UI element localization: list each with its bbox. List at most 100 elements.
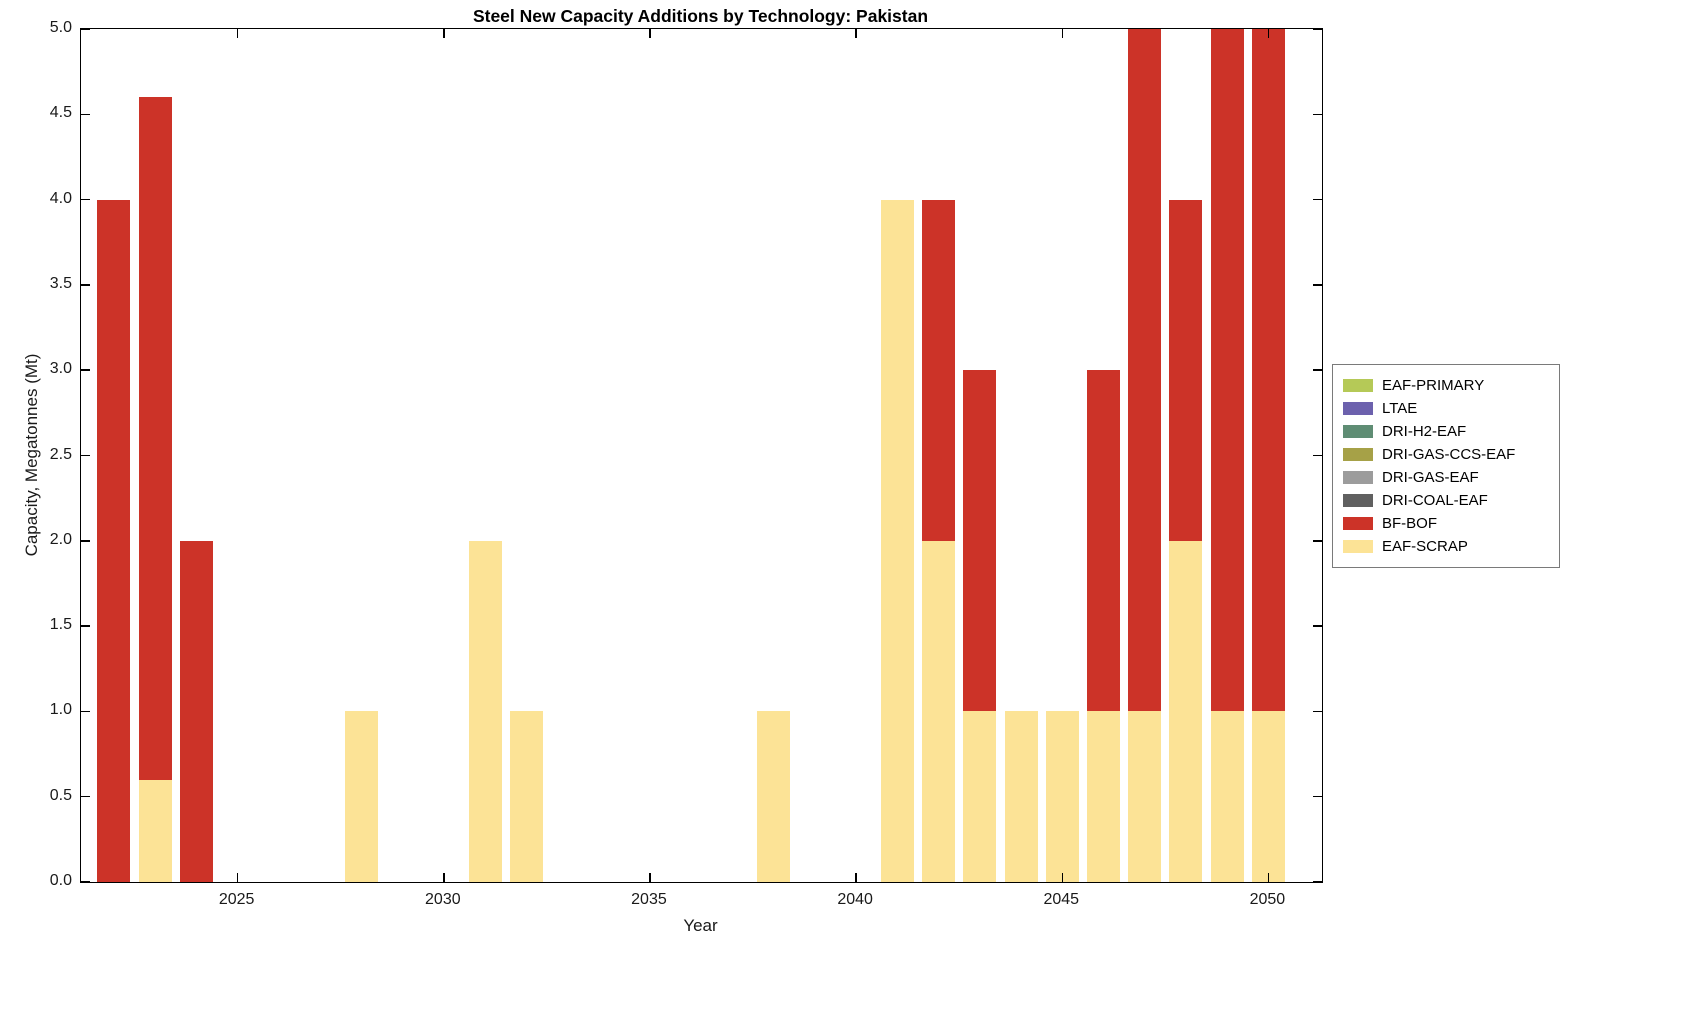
- y-tick-label: 3.0: [49, 360, 72, 378]
- tick-mark: [81, 540, 90, 542]
- legend-item: DRI-GAS-EAF: [1343, 466, 1549, 489]
- tick-mark: [81, 454, 90, 457]
- legend-item: DRI-GAS-CCS-EAF: [1343, 443, 1549, 466]
- legend-label: LTAE: [1382, 400, 1418, 417]
- tick-mark: [1313, 710, 1322, 713]
- legend-label: BF-BOF: [1382, 515, 1437, 532]
- tick-mark: [855, 29, 857, 38]
- legend-swatch: [1343, 402, 1373, 415]
- bar-segment: [179, 540, 213, 882]
- legend-swatch: [1343, 379, 1373, 392]
- legend-swatch: [1343, 494, 1373, 507]
- legend-label: DRI-GAS-CCS-EAF: [1382, 446, 1516, 463]
- plot-area: [80, 28, 1323, 883]
- y-tick-label: 4.5: [49, 104, 72, 122]
- bar-segment: [757, 711, 791, 882]
- y-tick-label: 3.5: [49, 274, 72, 292]
- x-tick-label: 2045: [1043, 891, 1080, 908]
- tick-mark: [1061, 873, 1063, 882]
- bar-segment: [1210, 29, 1244, 712]
- legend-label: EAF-SCRAP: [1382, 538, 1468, 555]
- bar-segment: [97, 199, 131, 882]
- x-tick-label: 2035: [631, 891, 667, 908]
- tick-mark: [1313, 284, 1322, 286]
- tick-mark: [1313, 540, 1322, 542]
- legend-item: EAF-PRIMARY: [1343, 374, 1549, 397]
- legend-swatch: [1343, 517, 1373, 530]
- legend-item: DRI-H2-EAF: [1343, 420, 1549, 443]
- tick-mark: [81, 369, 90, 371]
- bar-segment: [1086, 711, 1120, 882]
- tick-mark: [81, 284, 90, 286]
- legend-swatch: [1343, 471, 1373, 484]
- legend-item: BF-BOF: [1343, 512, 1549, 535]
- x-tick-label: 2040: [837, 891, 873, 908]
- chart-title: Steel New Capacity Additions by Technolo…: [472, 6, 929, 26]
- tick-mark: [81, 710, 90, 713]
- bar-segment: [1128, 29, 1162, 712]
- tick-mark: [649, 29, 651, 38]
- x-tick-label: 2030: [425, 891, 461, 908]
- legend-swatch: [1343, 448, 1373, 461]
- tick-mark: [1313, 369, 1322, 371]
- tick-mark: [236, 29, 239, 38]
- legend-item: LTAE: [1343, 397, 1549, 420]
- tick-mark: [443, 873, 445, 882]
- bar-segment: [1169, 199, 1203, 541]
- bar-segment: [1045, 711, 1079, 882]
- bar-segment: [138, 97, 172, 780]
- legend-label: DRI-GAS-EAF: [1382, 469, 1479, 486]
- bar-segment: [963, 370, 997, 712]
- x-tick-label: 2025: [218, 891, 255, 908]
- y-tick-label: 0.0: [49, 872, 72, 889]
- bar-segment: [1128, 711, 1162, 882]
- bar-segment: [922, 540, 956, 882]
- legend-item: DRI-COAL-EAF: [1343, 489, 1549, 512]
- bar-segment: [1251, 29, 1285, 712]
- tick-mark: [1313, 28, 1322, 30]
- legend-item: EAF-SCRAP: [1343, 535, 1549, 558]
- tick-mark: [81, 795, 90, 798]
- y-axis-label: Capacity, Megatonnes (Mt): [22, 353, 41, 557]
- tick-mark: [443, 29, 445, 38]
- bar-segment: [509, 711, 543, 882]
- bar-segment: [1004, 711, 1038, 882]
- bar-segment: [963, 711, 997, 882]
- bar-segment: [1210, 711, 1244, 882]
- tick-mark: [81, 113, 90, 116]
- y-tick-label: 5.0: [49, 19, 72, 36]
- legend-swatch: [1343, 425, 1373, 438]
- y-tick-label: 1.0: [49, 701, 72, 719]
- y-tick-label: 2.5: [49, 445, 72, 463]
- tick-mark: [649, 873, 651, 882]
- legend-swatch: [1343, 540, 1373, 553]
- tick-mark: [81, 625, 90, 627]
- legend-label: EAF-PRIMARY: [1382, 377, 1485, 394]
- x-tick-label: 2050: [1249, 891, 1286, 908]
- y-tick-label: 2.0: [49, 530, 72, 548]
- tick-mark: [1313, 795, 1322, 798]
- y-tick-label: 4.0: [49, 189, 72, 207]
- y-tick-label: 1.5: [49, 616, 72, 634]
- bar-segment: [1251, 711, 1285, 882]
- y-tick-label: 0.5: [49, 786, 72, 804]
- legend-label: DRI-H2-EAF: [1382, 423, 1467, 440]
- x-axis-label: Year: [683, 916, 718, 935]
- bar-segment: [344, 711, 378, 882]
- tick-mark: [81, 28, 90, 30]
- tick-mark: [1313, 113, 1322, 116]
- bar-segment: [138, 779, 172, 882]
- tick-mark: [855, 873, 857, 882]
- tick-mark: [1313, 454, 1322, 457]
- tick-mark: [1267, 29, 1270, 38]
- bar-segment: [1169, 540, 1203, 882]
- tick-mark: [236, 873, 239, 882]
- bar-segment: [1086, 370, 1120, 712]
- legend: EAF-PRIMARY LTAE DRI-H2-EAF DRI-GAS-CCS-EAF…: [1332, 364, 1560, 568]
- bar-segment: [880, 199, 914, 882]
- bar-segment: [468, 540, 502, 882]
- tick-mark: [1061, 29, 1063, 38]
- tick-mark: [81, 881, 90, 883]
- tick-mark: [1313, 881, 1322, 883]
